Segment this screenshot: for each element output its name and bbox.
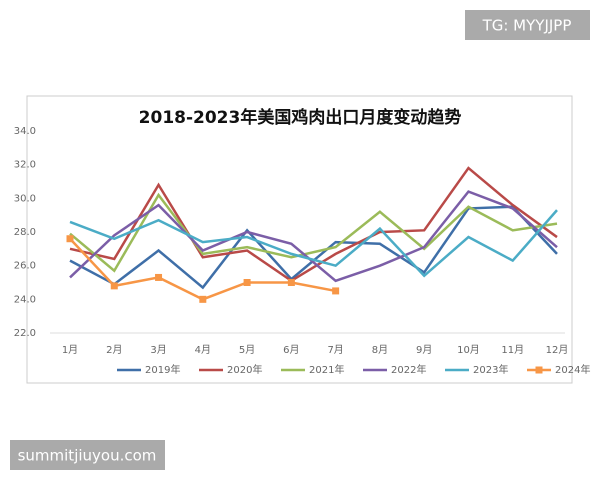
y-tick-label: 22.0 [14, 328, 36, 339]
x-tick-label: 11月 [501, 344, 524, 356]
point-marker [110, 282, 118, 290]
chart-title: 2018-2023年美国鸡肉出口月度变动趋势 [139, 107, 462, 128]
series-line [69, 166, 558, 283]
legend-label: 2022年 [391, 363, 426, 376]
watermark-box [10, 440, 165, 470]
y-tick-label: 28.0 [14, 227, 36, 238]
series-line [69, 209, 558, 278]
y-tick-label: 24.0 [14, 294, 36, 305]
legend-label: 2024年 [555, 363, 590, 376]
x-tick-label: 6月 [283, 344, 299, 356]
watermark-box [465, 10, 590, 40]
point-marker [66, 235, 74, 243]
x-tick-label: 10月 [457, 344, 480, 356]
x-tick-label: 8月 [372, 344, 388, 356]
legend-label: 2021年 [309, 363, 344, 376]
point-marker [155, 273, 163, 281]
point-marker [199, 295, 207, 303]
y-tick-label: 34.0 [14, 126, 36, 137]
legend-label: 2020年 [227, 363, 262, 376]
x-tick-label: 1月 [62, 344, 78, 356]
y-tick-label: 32.0 [14, 160, 36, 171]
legend-marker [535, 366, 543, 374]
point-marker [332, 287, 340, 295]
point-marker [243, 279, 251, 286]
y-tick-label: 30.0 [14, 193, 36, 204]
x-tick-label: 5月 [239, 344, 255, 356]
x-tick-label: 9月 [416, 344, 432, 356]
x-tick-label: 7月 [327, 344, 343, 356]
point-marker [287, 279, 295, 286]
x-tick-label: 2月 [106, 344, 122, 356]
y-tick-label: 26.0 [14, 261, 36, 272]
series-line [69, 190, 558, 283]
watermark: summitjiuyou.com [18, 447, 157, 465]
chart-frame [26, 95, 573, 384]
legend-label: 2019年 [145, 363, 180, 376]
legend-label: 2023年 [473, 363, 508, 376]
watermark: TG: MYYJJPP [482, 17, 572, 35]
x-tick-label: 12月 [546, 344, 569, 356]
x-tick-label: 4月 [195, 344, 211, 356]
series-line [69, 192, 558, 273]
x-tick-label: 3月 [150, 344, 166, 356]
